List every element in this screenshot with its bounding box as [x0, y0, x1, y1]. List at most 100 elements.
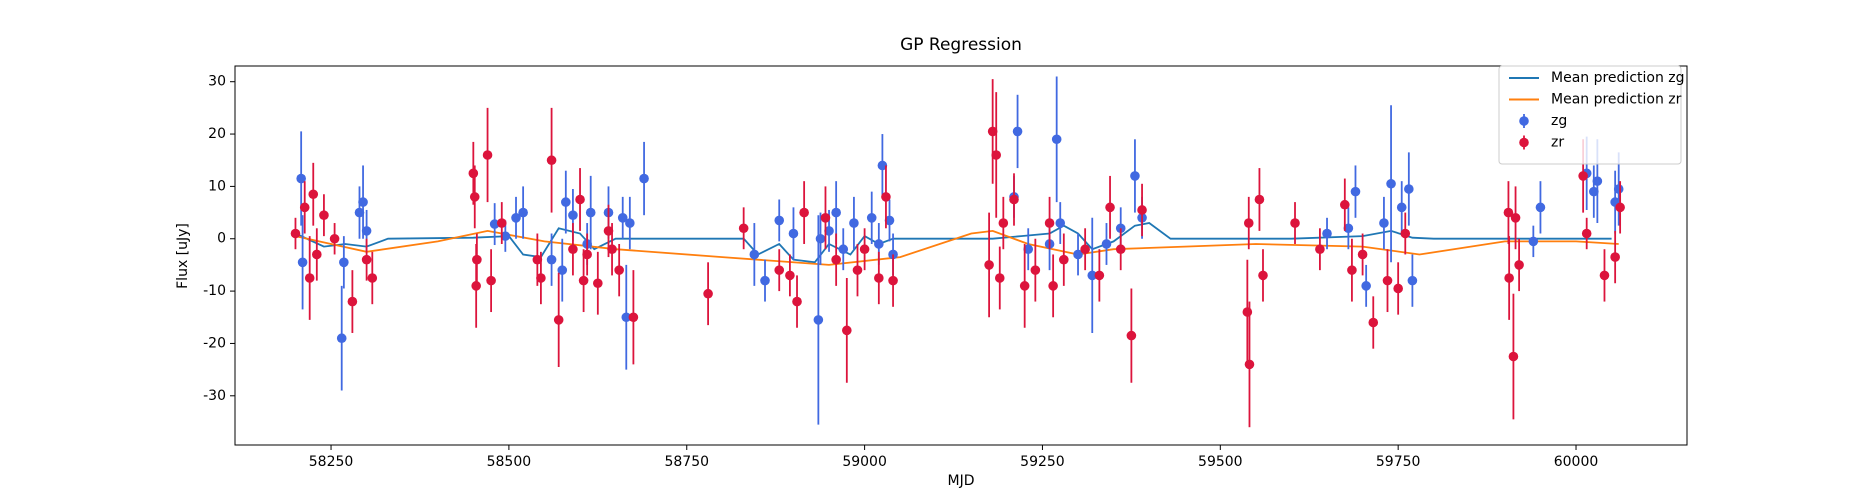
data-point: [628, 312, 639, 323]
y-tick-label: -30: [203, 388, 226, 404]
data-point: [339, 257, 349, 268]
data-point: [760, 275, 770, 286]
x-tick-label: 59250: [1020, 454, 1065, 470]
data-point: [1030, 265, 1041, 275]
data-point: [1012, 126, 1023, 137]
data-point: [1400, 228, 1411, 239]
data-point: [1578, 171, 1588, 181]
x-tick-label: 59750: [1376, 454, 1421, 470]
data-point: [1396, 202, 1407, 213]
data-point: [1051, 134, 1062, 145]
data-point: [296, 173, 306, 184]
data-point: [799, 207, 809, 218]
data-point: [1528, 236, 1539, 247]
data-point: [888, 275, 898, 286]
data-point: [1589, 186, 1599, 197]
chart-title: GP Regression: [900, 35, 1022, 55]
data-point: [1094, 270, 1105, 281]
data-point: [1290, 218, 1300, 228]
data-point: [639, 173, 649, 184]
data-point: [987, 126, 998, 137]
data-point: [312, 249, 322, 260]
data-point: [621, 312, 632, 323]
x-axis-label: MJD: [948, 473, 975, 489]
y-tick-label: 10: [208, 178, 226, 194]
data-point: [607, 244, 617, 255]
data-point: [1137, 205, 1147, 215]
data-point: [998, 218, 1009, 228]
data-point: [468, 168, 479, 179]
data-point: [738, 223, 749, 234]
data-point: [489, 219, 500, 229]
mean-line: [295, 222, 1612, 264]
data-point: [1599, 270, 1610, 281]
data-point: [1514, 260, 1524, 270]
data-point: [849, 218, 859, 228]
y-tick-label: 20: [208, 126, 226, 142]
data-point: [1343, 223, 1354, 234]
data-point: [1357, 249, 1368, 260]
data-point: [884, 215, 895, 226]
data-point: [1073, 249, 1083, 260]
data-point: [578, 275, 589, 286]
data-point: [614, 265, 624, 275]
data-point: [874, 239, 884, 249]
data-point: [1379, 218, 1389, 228]
data-point: [1535, 202, 1546, 213]
x-tick-label: 58500: [487, 454, 532, 470]
data-point: [1105, 202, 1115, 213]
x-tick-label: 58250: [309, 454, 354, 470]
data-point: [831, 254, 841, 265]
data-point: [820, 213, 831, 223]
y-tick-label: -20: [203, 335, 226, 351]
data-point: [1055, 218, 1066, 228]
data-point: [1393, 283, 1403, 294]
data-point: [361, 226, 372, 236]
data-point: [774, 215, 785, 226]
data-point: [866, 213, 877, 223]
data-point: [852, 265, 863, 275]
data-point: [496, 218, 507, 228]
data-point: [308, 189, 319, 200]
data-point: [1615, 202, 1625, 213]
data-point: [354, 207, 365, 218]
data-point: [1386, 178, 1396, 189]
data-point: [1244, 359, 1255, 370]
data-point: [785, 270, 795, 281]
data-point: [984, 260, 994, 270]
data-point: [1044, 218, 1055, 228]
data-point: [1613, 184, 1624, 194]
data-point: [1361, 281, 1371, 291]
legend-swatch: [1519, 137, 1529, 148]
data-point: [1258, 270, 1268, 281]
plot-frame: [234, 65, 1688, 446]
data-point: [1407, 275, 1418, 286]
data-point: [546, 155, 557, 166]
y-tick-label: 30: [208, 74, 226, 90]
data-point: [1382, 275, 1393, 286]
data-point: [1130, 171, 1140, 181]
y-tick-label: -10: [203, 283, 226, 299]
data-point: [813, 315, 824, 325]
data-point: [703, 288, 713, 299]
data-point: [1009, 194, 1019, 205]
data-point: [1048, 281, 1058, 291]
data-point: [1080, 244, 1090, 255]
data-point: [1508, 351, 1519, 362]
data-point: [877, 160, 888, 171]
data-point: [575, 194, 585, 205]
data-point: [603, 226, 614, 236]
data-point: [304, 273, 315, 283]
data-point: [1404, 184, 1414, 194]
data-point: [557, 265, 568, 275]
data-point: [815, 233, 826, 244]
data-point: [1581, 228, 1592, 239]
data-point: [329, 233, 340, 244]
data-point: [1101, 239, 1112, 249]
legend-box: [1498, 65, 1682, 165]
data-point: [1504, 273, 1514, 283]
data-point: [367, 273, 378, 283]
x-tick-label: 59000: [842, 454, 887, 470]
x-tick-label: 60000: [1554, 454, 1599, 470]
legend-swatch: [1519, 116, 1529, 126]
